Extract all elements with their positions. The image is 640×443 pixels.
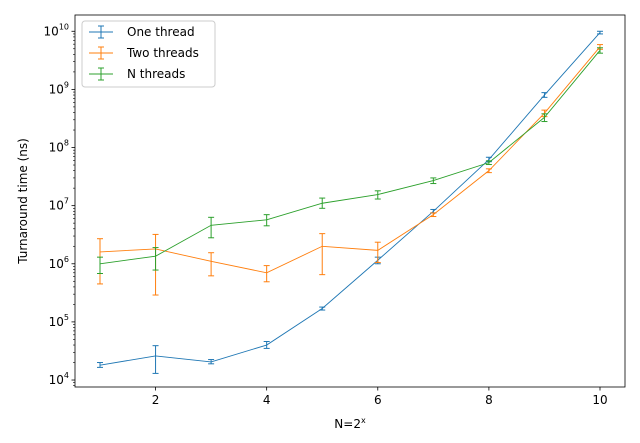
y-tick-label: 109: [49, 80, 69, 96]
x-tick-label: 2: [152, 393, 160, 407]
legend-frame: [81, 20, 216, 88]
x-tick-label: 8: [485, 393, 493, 407]
legend-label: N threads: [127, 67, 185, 81]
series-1: [97, 30, 603, 374]
y-tick-label: 105: [49, 313, 69, 329]
series-line: [99, 46, 601, 274]
legend-label: One thread: [127, 25, 195, 39]
x-axis-ticks: 2 4 6 8 10: [152, 387, 608, 407]
x-tick-label: 6: [374, 393, 382, 407]
y-axis-label: Turnaround time (ns): [16, 138, 30, 265]
series-line: [99, 50, 601, 265]
y-tick-label: 106: [49, 255, 69, 271]
y-tick-label: 108: [49, 139, 69, 155]
legend: One thread Two threads N threads: [81, 20, 216, 88]
y-tick-label: 1010: [44, 22, 69, 38]
y-axis-ticks: 104 105 106 107 108 109 1010: [44, 22, 75, 387]
series-3: [97, 47, 603, 275]
legend-label: Two threads: [126, 46, 199, 60]
x-axis-label: N=2x: [334, 416, 366, 431]
legend-entry: Two threads: [89, 46, 199, 60]
legend-entry: One thread: [89, 25, 195, 39]
y-tick-label: 104: [49, 371, 69, 387]
y-tick-label: 107: [49, 197, 69, 213]
legend-entry: N threads: [89, 67, 185, 81]
series-line: [99, 32, 601, 366]
x-tick-label: 4: [263, 393, 271, 407]
series-layer: [97, 30, 603, 374]
x-tick-label: 10: [592, 393, 607, 407]
